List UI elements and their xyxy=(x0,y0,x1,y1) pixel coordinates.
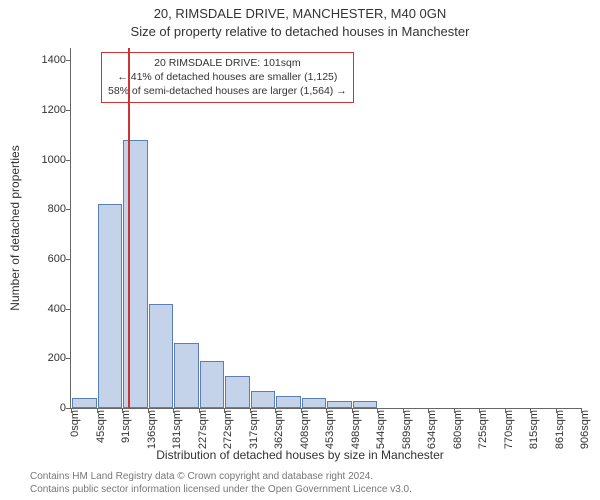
x-tick-label: 362sqm xyxy=(273,410,285,449)
annotation-line: ← 41% of detached houses are smaller (1,… xyxy=(108,70,347,84)
footer-line: Contains HM Land Registry data © Crown c… xyxy=(30,470,412,483)
x-tick-label: 725sqm xyxy=(477,410,489,449)
x-tick-label: 861sqm xyxy=(554,410,566,449)
histogram-bar xyxy=(251,391,276,408)
page-title-line2: Size of property relative to detached ho… xyxy=(0,24,600,39)
y-tick-label: 0 xyxy=(26,402,66,414)
x-tick-label: 589sqm xyxy=(401,410,413,449)
histogram-bar xyxy=(72,398,97,408)
histogram-bar xyxy=(225,376,250,408)
x-tick-label: 0sqm xyxy=(69,410,81,437)
x-tick-label: 91sqm xyxy=(120,410,132,443)
x-tick-label: 136sqm xyxy=(146,410,158,449)
x-tick-label: 181sqm xyxy=(171,410,183,449)
y-tick xyxy=(66,60,71,61)
histogram-bar xyxy=(276,396,301,408)
x-tick-label: 45sqm xyxy=(95,410,107,443)
y-tick-label: 1000 xyxy=(26,154,66,166)
histogram-bar xyxy=(353,401,378,408)
annotation-line: 58% of semi-detached houses are larger (… xyxy=(108,84,347,98)
property-marker-line xyxy=(128,48,130,408)
x-tick-label: 906sqm xyxy=(579,410,591,449)
x-tick-label: 498sqm xyxy=(350,410,362,449)
histogram-bar xyxy=(123,140,148,408)
property-annotation-box: 20 RIMSDALE DRIVE: 101sqm ← 41% of detac… xyxy=(101,52,354,103)
x-tick-label: 453sqm xyxy=(324,410,336,449)
y-tick xyxy=(66,110,71,111)
y-tick xyxy=(66,209,71,210)
y-axis-label: Number of detached properties xyxy=(8,145,22,310)
x-tick-label: 680sqm xyxy=(452,410,464,449)
x-tick-label: 815sqm xyxy=(528,410,540,449)
x-tick-label: 317sqm xyxy=(248,410,260,449)
histogram-bar xyxy=(200,361,225,408)
histogram-bar xyxy=(302,398,327,408)
attribution-footer: Contains HM Land Registry data © Crown c… xyxy=(30,470,412,496)
x-tick-label: 770sqm xyxy=(503,410,515,449)
y-tick-label: 200 xyxy=(26,352,66,364)
y-tick-label: 1200 xyxy=(26,104,66,116)
histogram-bar xyxy=(98,204,123,408)
histogram-bar xyxy=(174,343,199,408)
y-tick xyxy=(66,358,71,359)
histogram-bar xyxy=(327,401,352,408)
histogram-plot: 20 RIMSDALE DRIVE: 101sqm ← 41% of detac… xyxy=(70,48,581,409)
x-tick-label: 634sqm xyxy=(426,410,438,449)
page-title-line1: 20, RIMSDALE DRIVE, MANCHESTER, M40 0GN xyxy=(0,6,600,21)
x-tick-label: 544sqm xyxy=(375,410,387,449)
x-tick-label: 227sqm xyxy=(197,410,209,449)
y-tick xyxy=(66,160,71,161)
x-axis-label: Distribution of detached houses by size … xyxy=(0,448,600,462)
y-tick xyxy=(66,309,71,310)
y-tick-label: 1400 xyxy=(26,54,66,66)
y-tick-label: 600 xyxy=(26,253,66,265)
histogram-bar xyxy=(149,304,174,408)
y-tick-label: 400 xyxy=(26,303,66,315)
footer-line: Contains public sector information licen… xyxy=(30,483,412,496)
x-tick-label: 272sqm xyxy=(222,410,234,449)
x-tick-label: 408sqm xyxy=(299,410,311,449)
y-tick-label: 800 xyxy=(26,203,66,215)
y-tick xyxy=(66,259,71,260)
annotation-line: 20 RIMSDALE DRIVE: 101sqm xyxy=(108,56,347,70)
